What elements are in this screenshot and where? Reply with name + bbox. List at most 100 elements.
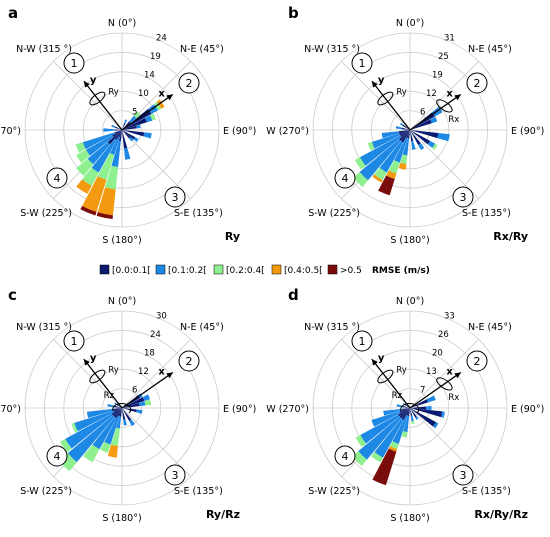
bar-segment	[388, 446, 398, 452]
bar-segment	[418, 143, 425, 151]
rz-rotation-icon	[112, 402, 132, 414]
bar-segment	[401, 408, 410, 411]
region-number: 2	[186, 77, 193, 90]
bar-segment	[100, 441, 111, 453]
ring-label: 20	[432, 349, 443, 359]
x-axis-label: x	[158, 88, 165, 99]
x-axis-label: x	[158, 366, 165, 377]
direction-label: N-E (45°)	[468, 44, 512, 55]
direction-label: N-W (315 °)	[16, 322, 72, 333]
bar-segment	[96, 212, 113, 220]
bar-segment	[371, 452, 383, 463]
region-number: 4	[342, 172, 349, 185]
bar-segment	[142, 394, 151, 402]
ring-label: 5	[132, 108, 137, 118]
legend-swatch	[271, 264, 282, 275]
bar-segment	[410, 408, 417, 418]
x-axis-arrow	[409, 93, 462, 131]
bar-segment	[71, 422, 78, 433]
bar-segment	[111, 124, 116, 128]
direction-label: N (0°)	[396, 296, 424, 307]
bar-segment	[145, 115, 153, 123]
bar-segment	[97, 153, 115, 180]
ring-label: 12	[426, 89, 437, 99]
region-marker	[63, 52, 85, 74]
bar-segment	[389, 441, 399, 450]
bar-segment	[122, 130, 131, 139]
bar-segment	[403, 415, 410, 433]
bar-segment	[144, 399, 152, 406]
bar-segment	[82, 176, 107, 212]
bar-segment	[441, 411, 445, 418]
y-axis-arrow	[371, 80, 411, 131]
bar-segment	[122, 125, 137, 130]
direction-label: S (180°)	[390, 513, 429, 524]
bar-segment	[410, 408, 443, 418]
ry-rotation-icon	[89, 91, 106, 106]
direction-label: E (90°)	[511, 404, 544, 415]
bar-segment	[415, 416, 419, 420]
direction-label: N-W (315 °)	[304, 322, 360, 333]
direction-label: S-W (225°)	[308, 486, 360, 497]
bar-segment	[118, 130, 122, 138]
region-number: 3	[172, 191, 179, 204]
bar-segment	[92, 417, 117, 450]
panel-letter: c	[8, 286, 17, 304]
grid-spoke	[409, 129, 479, 199]
grid-spoke	[409, 407, 479, 477]
panel-letter: a	[8, 4, 18, 22]
region-marker	[351, 330, 373, 352]
bar-segment	[398, 408, 410, 417]
bar-segment	[156, 99, 165, 109]
mode-label: Ry/Rz	[206, 508, 240, 521]
bar-segment	[122, 408, 132, 421]
region-marker	[334, 445, 356, 467]
ring-label: 12	[138, 367, 149, 377]
rz-label: Rz	[392, 391, 403, 401]
direction-label: N-E (45°)	[468, 322, 512, 333]
bar-segment	[354, 157, 366, 170]
mode-label: Rx/Ry	[493, 230, 528, 243]
ring-label: 30	[156, 312, 167, 322]
direction-label: N-E (45°)	[180, 322, 224, 333]
bar-segment	[153, 101, 162, 111]
bar-segment	[359, 139, 401, 181]
bar-segment	[402, 124, 410, 130]
bar-segment	[410, 408, 413, 417]
bar-segment	[406, 408, 410, 416]
bar-segment	[138, 401, 146, 407]
bar-segment	[129, 419, 135, 427]
bar-segment	[114, 130, 122, 140]
direction-label: S-E (135°)	[462, 486, 511, 497]
bar-segment	[407, 130, 410, 139]
bar-segment	[352, 451, 367, 466]
ry-rotation-icon	[377, 91, 394, 106]
bar-segment	[80, 205, 97, 216]
grid-spoke	[409, 61, 479, 131]
bar-segment	[401, 431, 408, 438]
x-axis-arrow	[121, 371, 174, 409]
bar-segment	[111, 140, 121, 168]
bar-segment	[112, 130, 122, 138]
bar-segment	[383, 408, 403, 416]
bar-segment	[113, 405, 122, 408]
y-axis-arrow	[83, 358, 123, 409]
bar-segment	[65, 413, 113, 449]
rx-label: Rx	[448, 393, 459, 403]
x-axis-arrow	[121, 93, 174, 131]
bar-segment	[122, 130, 136, 140]
bar-segment	[116, 416, 122, 429]
bar-segment	[104, 415, 120, 445]
bar-segment	[410, 399, 429, 408]
bar-segment	[388, 160, 400, 174]
direction-label: N-E (45°)	[180, 44, 224, 55]
rx-rotation-icon	[436, 99, 453, 113]
legend-label: [0.4:0.5[	[284, 266, 323, 276]
bar-segment	[410, 130, 431, 145]
region-number: 1	[359, 335, 366, 348]
direction-label: N (0°)	[108, 18, 136, 29]
direction-label: S (180°)	[102, 235, 141, 246]
bar-segment	[136, 124, 141, 129]
